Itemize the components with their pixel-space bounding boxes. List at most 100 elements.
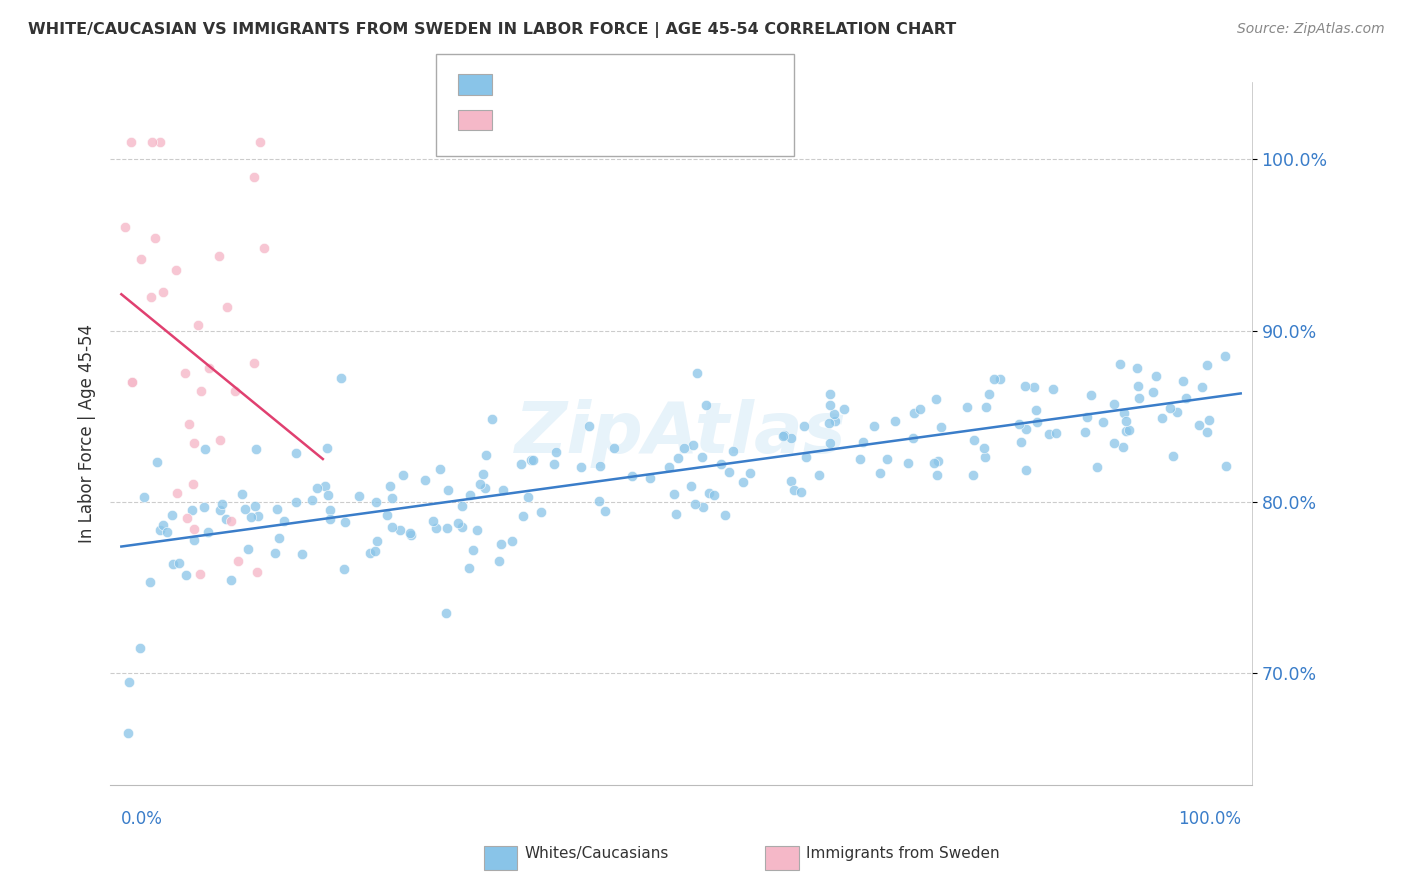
Point xyxy=(820,387,842,401)
Point xyxy=(134,491,156,505)
Point xyxy=(520,453,543,467)
Point xyxy=(117,726,139,740)
Point xyxy=(818,436,841,450)
Point xyxy=(359,546,381,560)
Point xyxy=(193,500,215,514)
Point xyxy=(208,249,231,263)
Point xyxy=(690,450,713,465)
Point xyxy=(162,558,184,572)
Point xyxy=(658,460,681,475)
Point xyxy=(849,451,872,466)
Point xyxy=(183,533,205,547)
Point xyxy=(472,467,495,482)
Point xyxy=(682,438,704,452)
Point xyxy=(319,512,342,526)
Point xyxy=(818,416,841,430)
Point xyxy=(246,509,269,524)
Point xyxy=(983,371,1005,385)
Point xyxy=(305,482,328,496)
Point xyxy=(925,392,948,406)
Point xyxy=(474,481,496,495)
Point xyxy=(509,457,531,471)
Point xyxy=(824,414,846,428)
Point xyxy=(929,419,952,434)
Point xyxy=(1195,359,1218,373)
Point xyxy=(413,473,436,487)
Point xyxy=(908,402,931,417)
Point xyxy=(1118,423,1140,437)
Point xyxy=(1038,427,1060,442)
Point xyxy=(927,453,949,467)
Point xyxy=(522,453,544,467)
Point xyxy=(790,485,813,500)
Point xyxy=(389,524,412,538)
Point xyxy=(226,554,249,568)
Point xyxy=(956,400,979,414)
Point xyxy=(1144,368,1167,383)
Point xyxy=(620,468,643,483)
Point xyxy=(264,546,287,560)
Point xyxy=(121,375,143,389)
Point xyxy=(731,475,754,489)
Point xyxy=(249,135,271,149)
Point xyxy=(451,520,474,534)
Point xyxy=(240,510,263,524)
Point xyxy=(717,465,740,479)
Point xyxy=(903,406,925,420)
Point xyxy=(366,494,388,508)
Point xyxy=(437,483,460,497)
Point xyxy=(543,457,565,471)
Point xyxy=(512,508,534,523)
Point xyxy=(181,476,204,491)
Text: WHITE/CAUCASIAN VS IMMIGRANTS FROM SWEDEN IN LABOR FORCE | AGE 45-54 CORRELATION: WHITE/CAUCASIAN VS IMMIGRANTS FROM SWEDE… xyxy=(28,22,956,38)
Point xyxy=(183,523,205,537)
Text: ZipAtlas: ZipAtlas xyxy=(515,399,846,468)
Point xyxy=(1173,374,1195,388)
Point xyxy=(1014,378,1036,392)
Point xyxy=(1126,379,1149,393)
Point xyxy=(1126,360,1149,375)
Point xyxy=(973,441,995,455)
Point xyxy=(876,452,898,467)
Text: 200: 200 xyxy=(662,78,697,95)
Point xyxy=(1195,425,1218,439)
Point xyxy=(673,441,696,455)
Point xyxy=(347,489,370,503)
Point xyxy=(463,542,485,557)
Point xyxy=(114,219,136,234)
Text: Whites/Caucasians: Whites/Caucasians xyxy=(524,847,669,861)
Point xyxy=(118,675,141,690)
Point xyxy=(181,502,204,516)
Point xyxy=(773,428,796,442)
Point xyxy=(129,640,152,655)
Point xyxy=(780,474,803,488)
Point xyxy=(425,521,447,535)
Point xyxy=(149,523,172,537)
Point xyxy=(883,414,905,428)
Text: 0.766: 0.766 xyxy=(548,78,600,95)
Point xyxy=(1142,385,1164,400)
Point xyxy=(399,528,422,542)
Point xyxy=(569,460,592,475)
Point xyxy=(273,514,295,528)
Point xyxy=(1198,413,1220,427)
Point xyxy=(434,607,457,621)
Point xyxy=(1092,415,1115,429)
Point xyxy=(329,371,352,385)
Point xyxy=(1109,357,1132,371)
Point xyxy=(1104,397,1126,411)
Point xyxy=(1080,388,1102,402)
Point xyxy=(1115,414,1137,428)
Text: 0.486: 0.486 xyxy=(548,113,600,131)
Point xyxy=(266,502,288,516)
Point xyxy=(465,523,488,537)
Point xyxy=(546,445,568,459)
Point xyxy=(447,516,470,530)
Point xyxy=(862,419,884,434)
Point xyxy=(603,442,626,456)
Point xyxy=(141,290,163,304)
Point xyxy=(174,366,197,380)
Point xyxy=(988,371,1011,385)
Point xyxy=(253,241,276,255)
Point xyxy=(710,457,733,471)
